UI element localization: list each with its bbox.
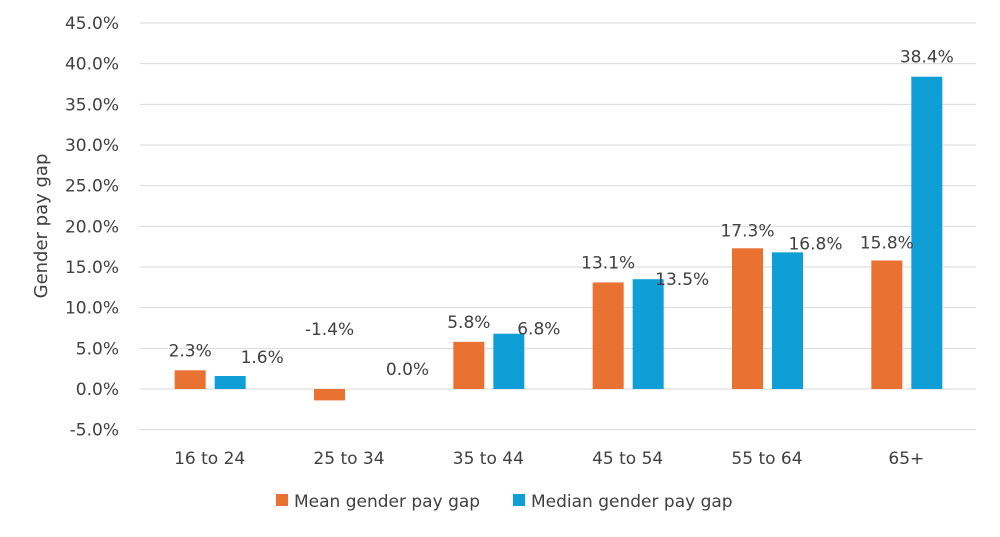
mean-bar — [453, 341, 485, 389]
y-axis-title: Gender pay gap — [31, 154, 52, 299]
x-tick-label: 45 to 54 — [592, 449, 663, 469]
x-tick-label: 35 to 44 — [453, 449, 524, 469]
y-tick-label: 15.0% — [65, 258, 119, 278]
y-tick-label: 30.0% — [65, 136, 119, 156]
y-tick-label: 5.0% — [76, 339, 119, 359]
y-tick-label: 35.0% — [65, 95, 119, 115]
data-label: 1.6% — [241, 348, 284, 368]
y-axis-ticks: -5.0% 0.0% 5.0% 10.0% 15.0% 20.0% 25.0% 30.0% 35… — [65, 14, 119, 441]
median-bar — [632, 279, 664, 389]
bars — [174, 76, 943, 401]
data-label: 38.4% — [900, 48, 954, 68]
mean-bar — [314, 389, 345, 401]
data-label: 15.8% — [860, 233, 914, 253]
data-labels: 2.3% 1.6% -1.4% 0.0% 5.8% 6.8% 13.1% 13.5% 17.3%… — [169, 48, 954, 380]
mean-bar — [592, 282, 624, 389]
legend: Mean gender pay gap Median gender pay ga… — [276, 492, 733, 512]
median-bar — [214, 375, 246, 389]
y-tick-label: 45.0% — [65, 14, 119, 34]
data-label: 13.5% — [655, 270, 709, 290]
gridlines — [140, 22, 976, 431]
mean-bar — [871, 260, 903, 389]
data-label: 5.8% — [447, 313, 490, 333]
median-bar — [911, 76, 943, 390]
y-tick-label: -5.0% — [70, 421, 119, 441]
x-tick-label: 25 to 34 — [313, 449, 384, 469]
median-bar — [772, 252, 803, 389]
y-tick-label: 10.0% — [65, 299, 119, 319]
y-tick-label: 20.0% — [65, 217, 119, 237]
data-label: -1.4% — [305, 320, 354, 340]
legend-label-mean: Mean gender pay gap — [294, 492, 480, 512]
y-tick-label: 25.0% — [65, 177, 119, 197]
x-tick-label: 65+ — [888, 449, 924, 469]
x-axis-ticks: 16 to 24 25 to 34 35 to 44 45 to 54 55 to 64… — [174, 449, 924, 469]
data-label: 2.3% — [169, 341, 212, 361]
data-label: 17.3% — [720, 221, 774, 241]
y-tick-label: 0.0% — [76, 380, 119, 400]
mean-bar — [174, 370, 206, 389]
data-label: 13.1% — [581, 253, 635, 273]
y-tick-label: 40.0% — [65, 55, 119, 75]
legend-swatch-mean — [276, 494, 288, 506]
data-label: 6.8% — [517, 320, 560, 340]
data-label: 0.0% — [386, 360, 429, 380]
legend-swatch-median — [513, 494, 525, 506]
legend-label-median: Median gender pay gap — [531, 492, 733, 512]
median-bar — [493, 333, 525, 389]
data-label: 16.8% — [788, 234, 842, 254]
x-tick-label: 16 to 24 — [174, 449, 245, 469]
x-tick-label: 55 to 64 — [731, 449, 802, 469]
mean-bar — [732, 248, 763, 389]
